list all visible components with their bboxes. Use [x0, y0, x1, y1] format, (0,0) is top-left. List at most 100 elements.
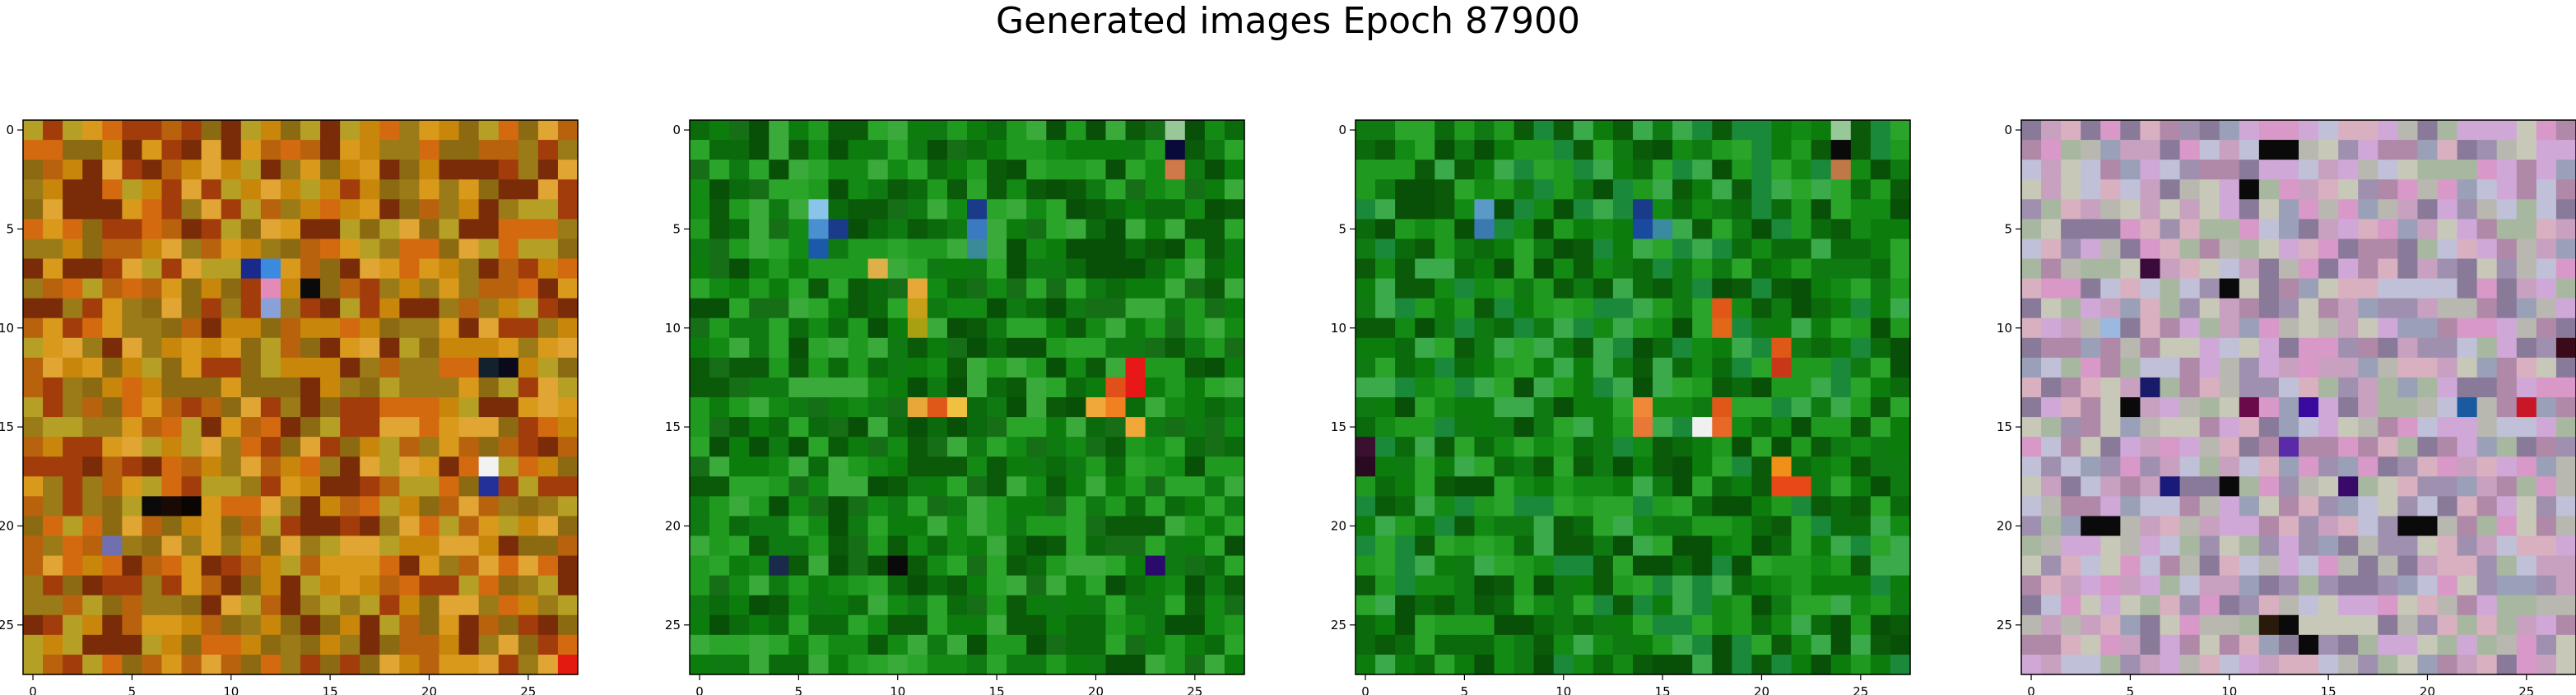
pixel-cell [2179, 258, 2201, 280]
pixel-cell [1593, 634, 1614, 656]
pixel-cell [1105, 397, 1127, 418]
pixel-cell [399, 317, 421, 339]
pixel-cell [2397, 634, 2419, 656]
pixel-cell [808, 654, 830, 675]
pixel-cell [1474, 317, 1495, 339]
pixel-cell [2041, 357, 2062, 378]
pixel-cell [201, 496, 222, 517]
pixel-cell [2496, 614, 2518, 636]
pixel-cell [2061, 199, 2081, 220]
pixel-cell [122, 140, 143, 160]
pixel-cell [1692, 199, 1713, 220]
pixel-cell [439, 614, 460, 636]
pixel-cell [1105, 496, 1127, 517]
pixel-cell [2199, 140, 2220, 160]
pixel-cell [2041, 417, 2062, 438]
pixel-cell [1890, 575, 1911, 596]
pixel-cell [1732, 239, 1753, 260]
pixel-cell [2318, 496, 2339, 517]
pixel-cell [2417, 278, 2439, 299]
pixel-cell [280, 179, 301, 200]
pixel-cell [161, 278, 183, 299]
pixel-cell [2278, 337, 2299, 359]
pixel-cell [1026, 160, 1047, 180]
pixel-cell [2179, 634, 2201, 656]
pixel-cell [498, 417, 519, 438]
pixel-cell [749, 595, 770, 616]
pixel-cell [2476, 437, 2498, 457]
pixel-cell [1434, 456, 1455, 477]
pixel-cell [240, 179, 262, 200]
pixel-cell [300, 357, 321, 378]
pixel-cell [1692, 278, 1713, 299]
pixel-cell [1653, 377, 1673, 398]
pixel-cell [2081, 357, 2101, 378]
pixel-cell [161, 357, 183, 378]
pixel-cell [1830, 595, 1852, 616]
pixel-cell [1184, 160, 1206, 180]
pixel-cell [848, 575, 869, 596]
pixel-cell [1434, 140, 1455, 160]
pixel-cell [2555, 496, 2576, 517]
pixel-cell [2318, 417, 2339, 438]
pixel-cell [690, 337, 710, 359]
pixel-cell [102, 120, 123, 141]
pixel-cell [1633, 179, 1653, 200]
pixel-cell [221, 179, 242, 200]
pixel-cell [2536, 555, 2557, 577]
pixel-cell [987, 476, 1007, 497]
pixel-cell [1850, 496, 1872, 517]
pixel-cell [1007, 614, 1027, 636]
pixel-cell [1870, 654, 1891, 675]
pixel-cell [1533, 516, 1555, 537]
pixel-cell [1355, 516, 1376, 537]
pixel-cell [102, 555, 123, 577]
pixel-cell [927, 595, 948, 616]
pixel-cell [2358, 179, 2378, 200]
pixel-cell [1125, 614, 1146, 636]
pixel-cell [2516, 634, 2537, 656]
pixel-cell [1125, 239, 1146, 260]
pixel-cell [2555, 437, 2576, 457]
pixel-cell [102, 317, 123, 339]
pixel-cell [1593, 120, 1614, 141]
pixel-cell [769, 377, 789, 398]
pixel-cell [43, 179, 63, 200]
pixel-cell [848, 160, 869, 180]
pixel-cell [2417, 654, 2439, 675]
pixel-cell [2338, 575, 2359, 596]
pixel-cell [518, 278, 539, 299]
pixel-cell [1086, 239, 1107, 260]
pixel-cell [1105, 278, 1127, 299]
pixel-cell [300, 317, 321, 339]
pixel-cell [1125, 437, 1146, 457]
pixel-cell [828, 317, 849, 339]
pixel-cell [1204, 456, 1225, 477]
pixel-cell [1224, 298, 1245, 319]
pixel-cell [2299, 219, 2319, 240]
pixel-cell [2318, 614, 2339, 636]
pixel-cell [82, 377, 103, 398]
pixel-cell [1771, 555, 1793, 577]
pixel-cell [1125, 456, 1146, 477]
pixel-cell [1454, 120, 1476, 141]
pixel-cell [1850, 337, 1872, 359]
pixel-cell [300, 140, 321, 160]
pixel-cell [518, 377, 539, 398]
pixel-cell [1204, 377, 1225, 398]
pixel-cell [1732, 437, 1753, 457]
pixel-cell [867, 437, 889, 457]
pixel-cell [260, 298, 281, 319]
pixel-cell [729, 417, 750, 438]
pixel-cell [967, 337, 988, 359]
pixel-cell [360, 357, 380, 378]
pixel-cell [2378, 654, 2398, 675]
pixel-cell [729, 634, 750, 656]
pixel-cell [2258, 634, 2280, 656]
pixel-cell [2417, 456, 2439, 477]
pixel-cell [122, 476, 143, 497]
pixel-cell [2041, 140, 2062, 160]
pixel-cell [788, 417, 810, 438]
pixel-cell [867, 258, 889, 280]
pixel-cell [518, 417, 539, 438]
